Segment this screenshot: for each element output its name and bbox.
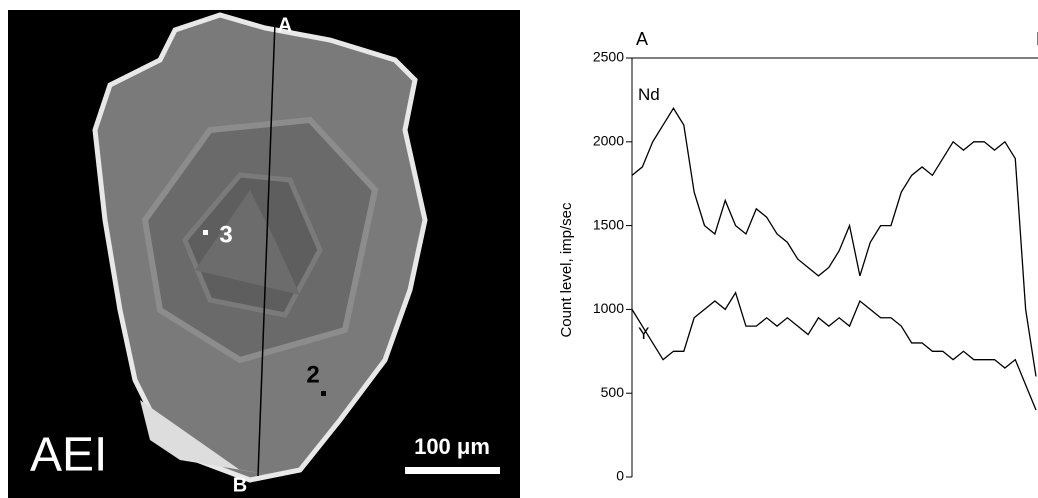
point-b: B bbox=[233, 474, 247, 496]
series-label: Y bbox=[638, 324, 649, 343]
top-left-label: A bbox=[636, 29, 648, 49]
top-right-label: B bbox=[1036, 29, 1038, 49]
spot bbox=[203, 230, 208, 235]
y-axis-label: Count level, imp/sec bbox=[558, 202, 575, 338]
series-label: Nd bbox=[638, 85, 660, 104]
point-a: A bbox=[278, 14, 292, 36]
y-tick-label: 2000 bbox=[593, 133, 624, 149]
y-tick-label: 1000 bbox=[593, 300, 624, 316]
y-tick-label: 0 bbox=[616, 468, 624, 484]
y-tick-label: 1500 bbox=[593, 216, 624, 232]
y-tick-label: 2500 bbox=[593, 49, 624, 65]
series-line bbox=[631, 107, 1037, 377]
rim bbox=[140, 400, 290, 478]
micrograph: A B 3 2 AEI 100 μm bbox=[8, 10, 520, 498]
profile-chart: Count level, imp/sec A B 0 500 1000 1500 200… bbox=[558, 29, 1038, 484]
mode-label: AEI bbox=[30, 429, 107, 482]
scale-bar bbox=[405, 467, 500, 474]
spot-3: 3 bbox=[219, 221, 232, 248]
core bbox=[195, 190, 300, 295]
series-line bbox=[631, 291, 1037, 411]
profile-line bbox=[257, 21, 276, 477]
spot bbox=[321, 391, 326, 396]
y-tick-label: 500 bbox=[601, 384, 625, 400]
spot-2: 2 bbox=[306, 361, 319, 388]
scale-label: 100 μm bbox=[414, 434, 490, 459]
